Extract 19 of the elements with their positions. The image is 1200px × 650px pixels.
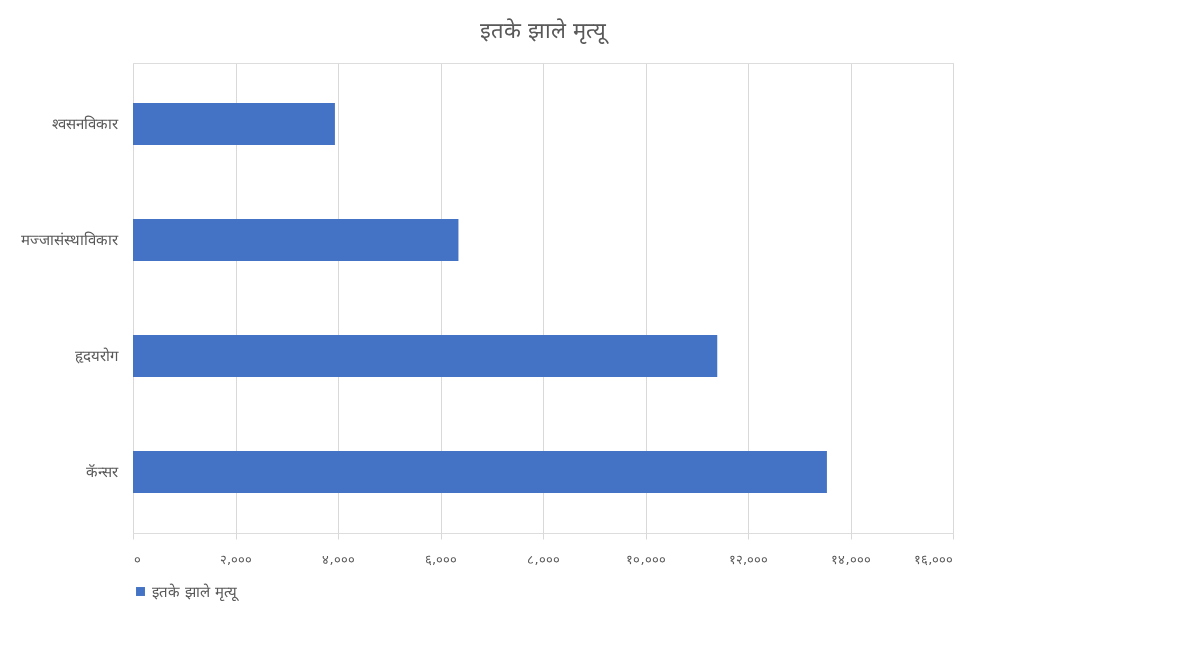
y-tick-label: मज्जासंस्थाविकार [20, 230, 119, 249]
chart-title: इतके झाले मृत्यू [480, 18, 609, 45]
x-tick-label: ० [133, 551, 141, 567]
x-tick-label: १४,००० [831, 551, 871, 567]
bar [133, 451, 827, 494]
y-tick-label: श्वसनविकार [51, 114, 119, 133]
x-tick-label: ४,००० [322, 551, 355, 567]
bar [133, 218, 459, 261]
bar [133, 335, 718, 378]
x-tick-label: २,००० [219, 551, 253, 567]
x-tick-label: ६,००० [424, 551, 458, 567]
legend-label: इतके झाले मृत्यू [152, 582, 239, 602]
y-tick-label: कॅन्सर [85, 463, 119, 482]
y-tick-label: हृदयरोग [74, 347, 119, 366]
x-tick-label: ८,००० [527, 551, 560, 567]
x-tick-label: १६,००० [914, 551, 954, 567]
x-tick-label: १०,००० [626, 551, 666, 567]
bar [133, 102, 335, 145]
x-tick-label: १२,००० [728, 551, 769, 567]
